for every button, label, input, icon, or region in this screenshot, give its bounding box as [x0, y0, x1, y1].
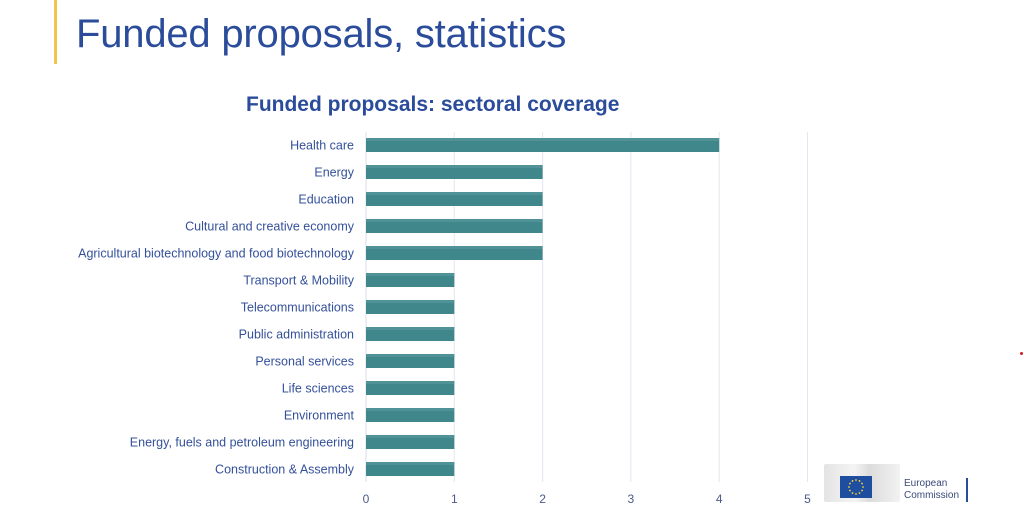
bar-highlight — [366, 327, 455, 330]
laser-pointer-dot — [1020, 352, 1023, 355]
bar-highlight — [366, 138, 720, 141]
x-tick-label: 2 — [539, 492, 546, 506]
eu-star — [848, 486, 850, 488]
x-tick-label: 3 — [628, 492, 635, 506]
bar-highlight — [366, 435, 455, 438]
category-label: Cultural and creative economy — [185, 220, 355, 234]
eu-stars — [848, 479, 864, 495]
x-tick-label: 5 — [804, 492, 811, 506]
logo-line-1: European — [904, 478, 948, 489]
eu-star — [851, 480, 854, 482]
category-label: Agricultural biotechnology and food biot… — [78, 247, 355, 261]
bar — [366, 273, 455, 287]
bar — [366, 165, 543, 179]
bar-highlight — [366, 408, 455, 411]
category-label: Environment — [284, 409, 355, 423]
eu-star — [851, 492, 854, 494]
eu-star — [861, 482, 863, 485]
bar-highlight — [366, 462, 455, 465]
category-label: Life sciences — [282, 382, 354, 396]
category-label: Energy — [314, 166, 354, 180]
bar — [366, 192, 543, 206]
logo-text: European Commission — [904, 478, 959, 502]
bar-highlight — [366, 246, 543, 249]
bar-highlight — [366, 165, 543, 168]
category-label: Construction & Assembly — [215, 463, 355, 477]
bar — [366, 246, 543, 260]
bar-highlight — [366, 219, 543, 222]
bar — [366, 462, 455, 476]
category-label: Transport & Mobility — [243, 274, 354, 288]
eu-star — [858, 492, 861, 494]
eu-star — [861, 489, 863, 492]
x-tick-labels: 0 1 2 3 4 5 — [363, 492, 812, 506]
category-label: Health care — [290, 139, 354, 153]
title-accent-bar — [54, 0, 57, 64]
eu-star — [862, 486, 864, 488]
logo-separator — [966, 478, 968, 502]
eu-flag-icon — [840, 476, 872, 498]
eu-star — [849, 482, 851, 485]
x-tick-label: 0 — [363, 492, 370, 506]
category-label: Personal services — [255, 355, 354, 369]
bar — [366, 408, 455, 422]
eu-star — [858, 480, 861, 482]
chart-title: Funded proposals: sectoral coverage — [246, 93, 620, 116]
bar — [366, 327, 455, 341]
category-label: Telecommunications — [241, 301, 354, 315]
bars — [366, 138, 720, 476]
category-label: Education — [298, 193, 354, 207]
page-title: Funded proposals, statistics — [76, 12, 567, 56]
category-labels: Health care Energy Education Cultural and c… — [78, 139, 355, 477]
bar-highlight — [366, 273, 455, 276]
bar — [366, 381, 455, 395]
eu-star — [855, 493, 857, 495]
logo-line-2: Commission — [904, 490, 960, 501]
x-tick-label: 1 — [451, 492, 458, 506]
category-label: Public administration — [239, 328, 354, 342]
bar — [366, 435, 455, 449]
eu-star — [855, 479, 857, 481]
bar-highlight — [366, 192, 543, 195]
eu-star — [849, 489, 851, 492]
category-label: Energy, fuels and petroleum engineering — [130, 436, 354, 450]
bar-highlight — [366, 354, 455, 357]
bar-highlight — [366, 381, 455, 384]
bar — [366, 300, 455, 314]
bar — [366, 354, 455, 368]
x-tick-label: 4 — [716, 492, 723, 506]
bar — [366, 138, 720, 152]
european-commission-logo: European Commission — [824, 464, 974, 504]
bar-highlight — [366, 300, 455, 303]
bar — [366, 219, 543, 233]
